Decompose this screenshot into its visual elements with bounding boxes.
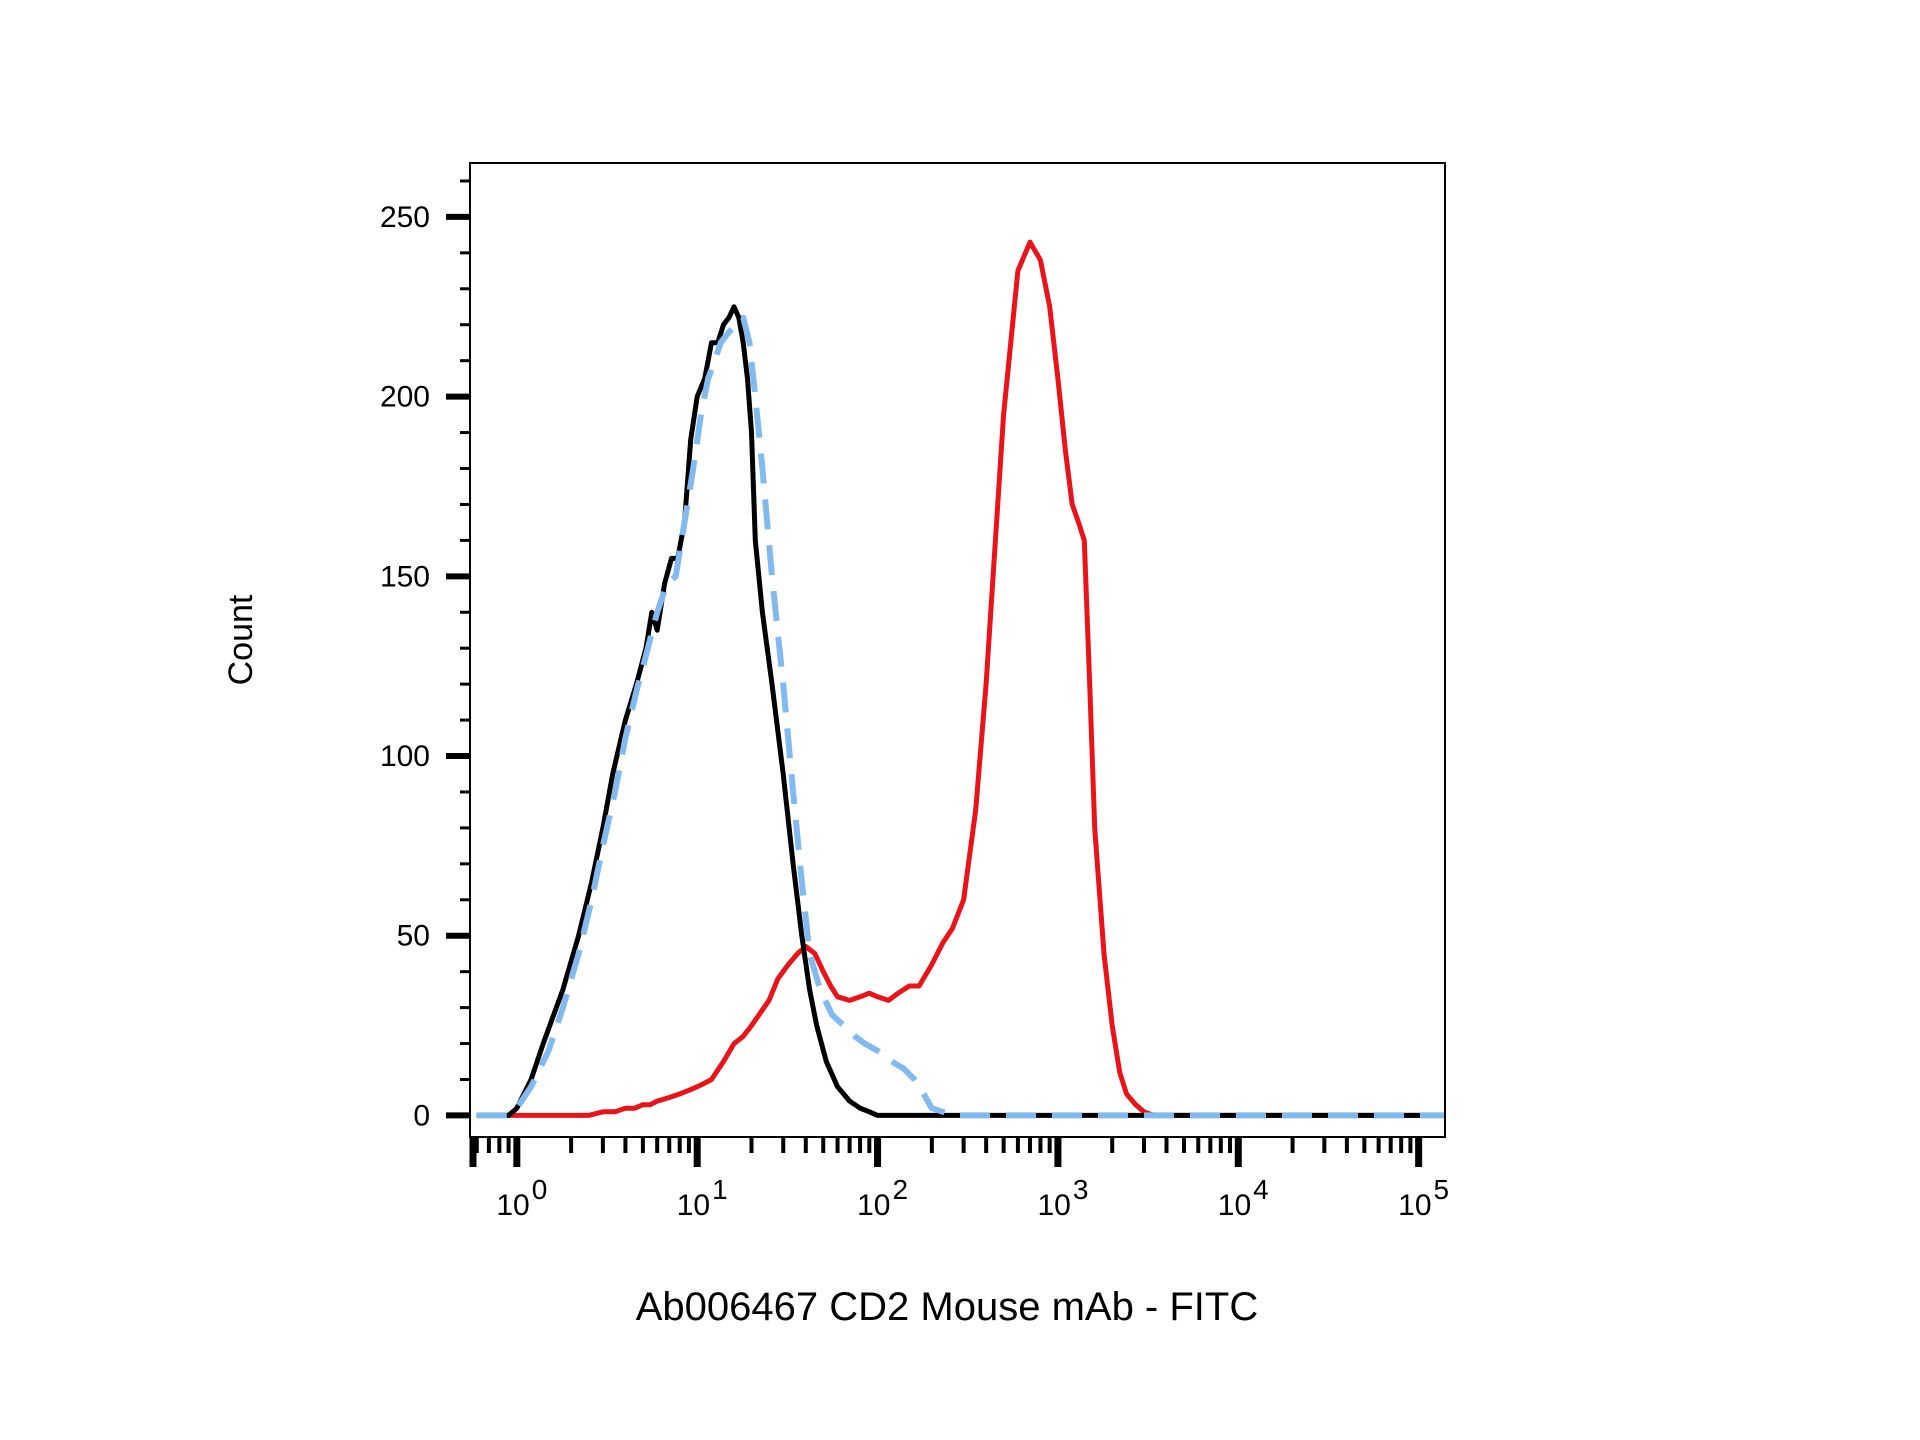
series-layer [476,239,1445,1119]
axis-layer: 0 50 100 150 200 250 100 101 102 103 104 105 [380,179,1449,1222]
y-tick-label: 100 [380,740,430,773]
y-tick-label: 150 [380,560,430,593]
y-tick-label: 200 [380,381,430,414]
x-tick-label: 104 [1218,1174,1269,1222]
x-tick-label: 105 [1398,1174,1449,1222]
x-tick-label: 101 [677,1174,728,1222]
y-tick-label: 50 [397,920,430,953]
y-axis-title: Count [222,594,260,685]
x-axis-title: Ab006467 CD2 Mouse mAb - FITC [636,1285,1258,1329]
series-line-1 [476,304,1445,1118]
x-tick-label: 102 [857,1174,908,1222]
x-tick-label: 103 [1037,1174,1088,1222]
series-line-2 [476,314,1445,1119]
y-tick-label: 250 [380,201,430,234]
x-tick-label: 100 [496,1174,547,1222]
y-tick-label: 0 [413,1099,430,1132]
plot-frame [469,162,1446,1138]
